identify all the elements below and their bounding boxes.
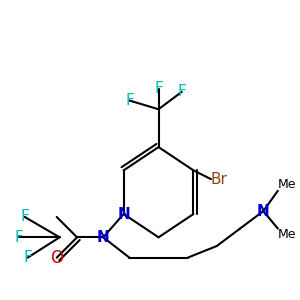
Text: N: N — [117, 206, 130, 221]
Text: N: N — [257, 204, 270, 219]
Text: F: F — [20, 209, 29, 224]
Text: F: F — [125, 93, 134, 108]
Text: O: O — [50, 249, 63, 267]
Text: Me: Me — [278, 228, 296, 241]
Text: F: F — [14, 230, 23, 245]
Text: Me: Me — [278, 178, 296, 191]
Text: Br: Br — [211, 172, 228, 187]
Text: F: F — [154, 81, 163, 96]
Text: F: F — [177, 84, 186, 99]
Text: F: F — [23, 250, 32, 265]
Text: N: N — [97, 230, 110, 245]
